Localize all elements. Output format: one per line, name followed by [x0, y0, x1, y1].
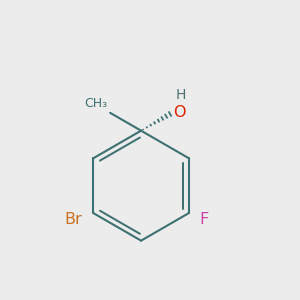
Text: H: H — [176, 88, 186, 102]
Text: CH₃: CH₃ — [85, 98, 108, 110]
Text: F: F — [200, 212, 209, 227]
Text: Br: Br — [64, 212, 82, 227]
Text: O: O — [173, 105, 186, 120]
